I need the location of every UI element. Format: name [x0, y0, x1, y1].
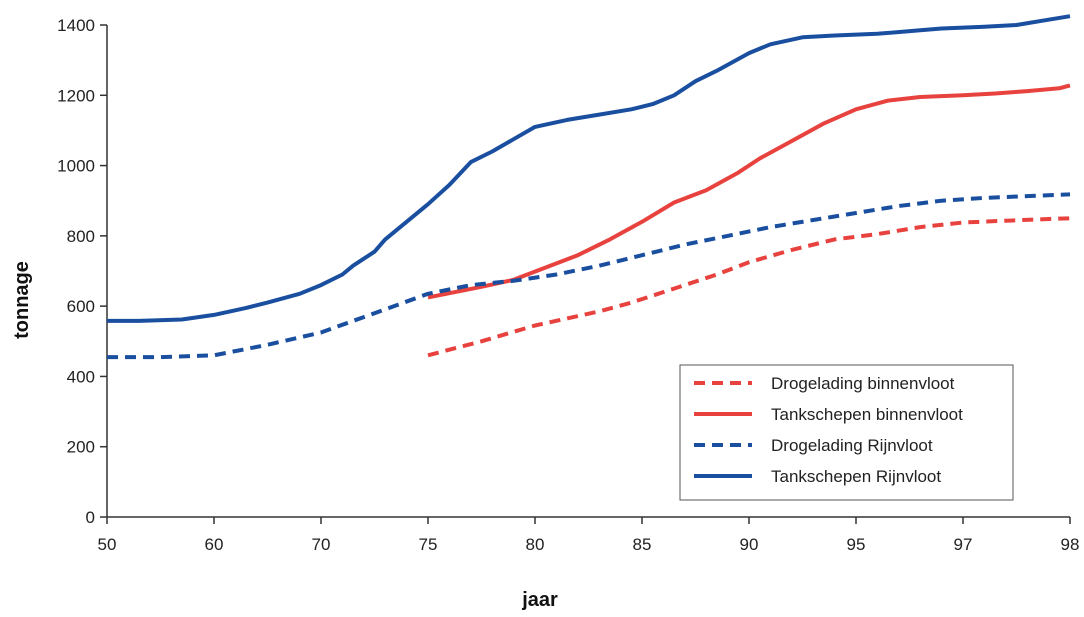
legend-label: Drogelading Rijnvloot — [771, 436, 933, 455]
y-tick-label: 800 — [67, 227, 95, 246]
y-tick-label: 1400 — [57, 16, 95, 35]
series-line-2 — [427, 83, 1071, 300]
x-tick-label: 75 — [419, 535, 438, 554]
x-axis-title: jaar — [521, 589, 558, 611]
series-line-1 — [427, 216, 1071, 358]
x-tick-label: 85 — [633, 535, 652, 554]
y-axis-ticks: 0 200 400 600 800 1000 1200 1400 — [57, 16, 107, 527]
x-tick-label: 98 — [1061, 535, 1080, 554]
x-axis-ticks: 50 60 70 75 80 85 90 95 97 98 — [98, 517, 1080, 554]
x-tick-label: 97 — [954, 535, 973, 554]
x-tick-label: 70 — [312, 535, 331, 554]
x-tick-label: 80 — [526, 535, 545, 554]
series-line-4 — [107, 14, 1071, 323]
y-tick-label: 600 — [67, 297, 95, 316]
series-line-3 — [107, 192, 1071, 360]
legend-label: Tankschepen Rijnvloot — [771, 467, 941, 486]
x-tick-label: 50 — [98, 535, 117, 554]
legend: Drogelading binnenvloot Tankschepen binne… — [679, 364, 1014, 501]
legend-label: Drogelading binnenvloot — [771, 374, 955, 393]
x-tick-label: 90 — [740, 535, 759, 554]
legend-items: Drogelading binnenvloot Tankschepen binne… — [694, 374, 963, 486]
y-tick-label: 400 — [67, 367, 95, 386]
legend-label: Tankschepen binnenvloot — [771, 405, 963, 424]
x-tick-label: 60 — [205, 535, 224, 554]
y-tick-label: 1200 — [57, 86, 95, 105]
y-tick-label: 0 — [86, 508, 95, 527]
series-layer — [107, 14, 1071, 360]
x-tick-label: 95 — [847, 535, 866, 554]
y-tick-label: 200 — [67, 438, 95, 457]
y-tick-label: 1000 — [57, 157, 95, 176]
y-axis-title: tonnage — [11, 261, 33, 339]
